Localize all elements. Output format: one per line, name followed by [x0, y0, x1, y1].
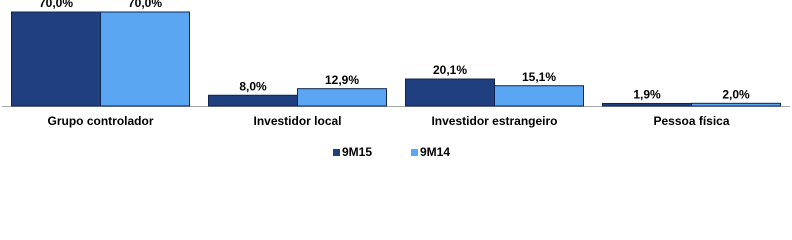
bar — [691, 102, 781, 107]
x-tick-label: Investidor local — [253, 114, 341, 128]
bar — [297, 88, 387, 107]
value-label: 70,0% — [39, 0, 73, 10]
bar — [602, 102, 692, 107]
value-label: 2,0% — [722, 87, 750, 101]
x-tick-label: Grupo controlador — [48, 114, 154, 128]
legend-swatch — [411, 149, 418, 156]
value-label: 1,9% — [633, 88, 661, 102]
legend-swatch — [333, 149, 340, 156]
value-label: 70,0% — [128, 0, 162, 10]
value-label: 15,1% — [522, 70, 556, 84]
value-label: 20,1% — [433, 63, 467, 77]
bar — [405, 78, 495, 107]
x-tick-label: Pessoa física — [653, 114, 729, 128]
legend-label: 9M14 — [420, 145, 450, 159]
bar — [208, 94, 298, 107]
legend-label: 9M15 — [342, 145, 372, 159]
x-tick-label: Investidor estrangeiro — [431, 114, 557, 128]
value-label: 8,0% — [239, 79, 267, 93]
bar — [100, 11, 190, 107]
chart: Grupo controlador 70,0% 70,0% Investidor lo… — [2, 0, 790, 159]
value-label: 12,9% — [325, 73, 359, 87]
bar — [494, 85, 584, 107]
bar — [11, 11, 101, 107]
